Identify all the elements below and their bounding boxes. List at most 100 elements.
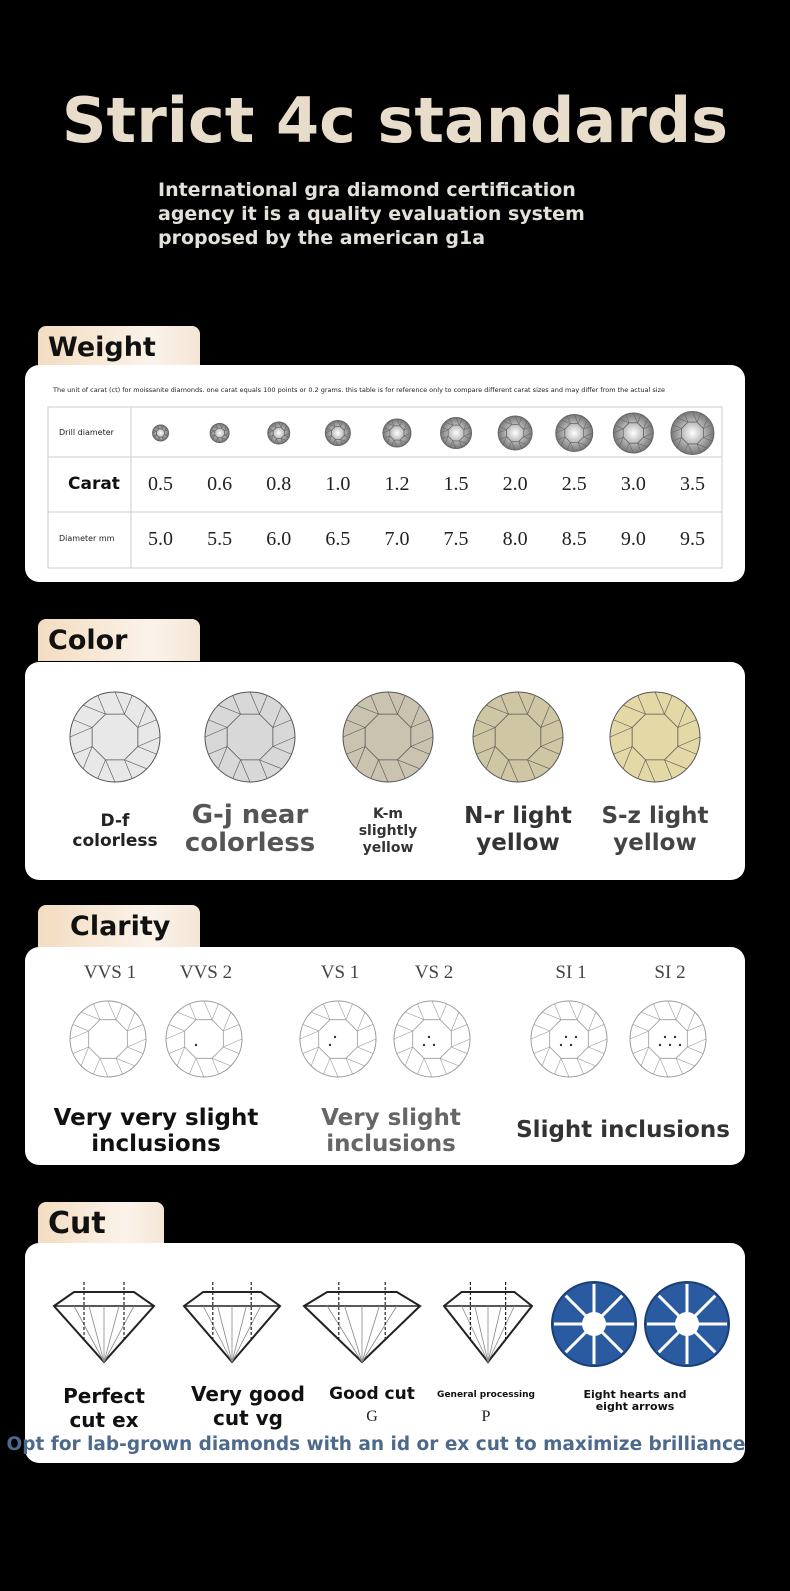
weight-note: The unit of carat (ct) for moissanite di… [53,386,666,394]
title: Strict 4c standards [61,84,729,157]
cut-diagram [302,1282,422,1364]
diamond-facet [223,1012,232,1032]
diamond-facet [554,1003,562,1020]
diamond-facet [340,439,343,445]
inclusion [673,1035,677,1039]
diamond-facet [208,746,228,755]
diamond-facet [588,1012,597,1032]
diamond-facet [527,759,536,779]
diamond-facet [459,440,468,445]
diamond-facet [625,414,630,423]
diamond-facet [444,436,449,445]
diamond-facet [81,1011,101,1020]
diamond-facet [399,439,403,447]
diamond-facet [161,425,164,430]
color-label: yellow [613,830,697,856]
diamond-facet [355,746,366,769]
diamond-facet [393,439,398,448]
diamond-facet [137,719,157,728]
row-label: Drill diameter [59,428,114,437]
diamond-facet [272,746,292,755]
diamond-facet [703,417,708,429]
diamond-facet [508,417,512,425]
cut-facet [326,1305,363,1363]
cut-outline [52,1291,156,1364]
diamond-facet [157,425,160,430]
cut-label: eight arrows [595,1400,675,1413]
diamond-facet [664,759,687,770]
diamond-facet [614,425,624,430]
diamond-facet [396,1024,413,1032]
diamond-facet [270,435,274,441]
cut-diagram [442,1282,534,1364]
diamond-facet [332,421,336,427]
cut-facet [487,1305,515,1363]
diamond-icon [69,691,161,783]
diamond-facet [675,1058,695,1067]
diamond-facet [162,436,167,439]
diamond-facet [357,1012,366,1032]
diamond-facet [337,1000,347,1020]
diamond-facet [211,1003,219,1020]
diamond-facet [439,1058,447,1075]
row-label: Carat [68,474,120,494]
inclusion [678,1043,682,1047]
color-label: colorless [72,831,158,851]
diamond-facet [391,419,395,427]
diamond-facet [137,736,161,747]
diamond-facet [326,427,332,431]
diamond-facet [259,759,282,770]
diamond-facet [588,1024,605,1032]
hearts-arrows-core [675,1312,699,1336]
diamond-facet [161,436,164,441]
diamond-facet [210,429,215,432]
diamond-facet [632,1046,649,1054]
diamond-facet [344,432,351,436]
clarity-grade: SI 1 [555,962,587,983]
diamond-facet [637,414,642,423]
diamond-facet [541,1046,550,1066]
diamond-facet [640,1046,649,1066]
carat-value: 0.8 [266,473,292,495]
diamond-facet [93,1058,101,1075]
diameter-value: 8.0 [502,528,528,550]
diameter-value: 5.5 [207,528,233,550]
diamond-facet [323,1058,331,1075]
cut-facet [103,1305,120,1363]
diamond-icon [342,691,434,783]
diamond-facet [276,438,280,445]
diamond-facet [332,439,336,445]
clarity-grade: VS 2 [414,962,454,983]
diamond-icon [612,412,654,454]
diamond-facet [127,1012,136,1032]
diamond-facet [444,421,453,426]
diamond-facet [272,736,296,747]
diamond-facet [212,426,218,429]
diamond-facet [399,439,407,444]
diamond-facet [576,1058,596,1067]
diamond-facet [259,759,268,779]
diamond-facet [280,422,284,428]
diamond-facet [613,719,633,728]
diamond-facet [152,431,157,434]
diamond-facet [633,412,638,423]
color-label: G-j near [191,800,309,830]
diamond-facet [703,437,713,442]
diamond-facet [629,1030,649,1040]
carat-value: 1.5 [443,473,469,495]
diamond-facet [268,435,274,438]
diameter-value: 6.0 [266,528,292,550]
diamond-facet [115,1003,123,1020]
diamond-facet [459,418,463,426]
cut-diagram [182,1282,282,1364]
diamond-facet [637,759,646,779]
diamond-facet [82,746,93,769]
diamond-facet [517,691,528,715]
diamond-facet [378,759,389,783]
diamond-facet [323,1003,331,1020]
diamond-facet [561,419,571,424]
diamond-facet [557,436,565,441]
diamond-facet [124,759,147,770]
diamond-facet [223,1024,240,1032]
